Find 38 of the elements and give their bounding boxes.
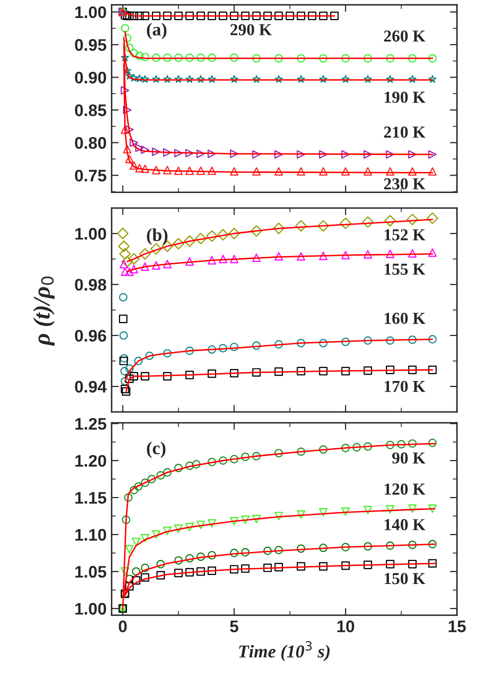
series-label: 90 K [392, 452, 426, 464]
y-tick-label: 1.00 [75, 228, 106, 240]
y-tick-label: 1.05 [75, 566, 106, 578]
y-tick-label: 1.10 [75, 528, 106, 541]
y-axis-title: ρ (t)/ρ$_{0}$ [33, 276, 55, 346]
series-label: 170 K [384, 380, 426, 392]
x-tick-label: 15 [448, 620, 466, 632]
series-label: 152 K [384, 229, 426, 240]
annotation: (c) [146, 442, 166, 458]
x-tick-label: 5 [230, 620, 238, 632]
y-tick-label: 1.15 [75, 492, 106, 504]
y-tick-label: 0.80 [74, 137, 106, 149]
series-label: 290 K [230, 24, 272, 36]
y-tick-label: 1.20 [75, 454, 106, 467]
annotation: (b) [146, 228, 168, 245]
y-tick-label: 0.85 [74, 104, 106, 116]
x-tick-label: 10 [337, 620, 354, 632]
series-label: 160 K [384, 312, 426, 324]
y-tick-label: 1.00 [75, 6, 106, 18]
x-tick-label: 0 [118, 620, 127, 632]
series-label: 230 K [384, 178, 426, 190]
y-tick-label: 0.96 [74, 330, 106, 342]
series-label: 120 K [384, 484, 426, 495]
y-tick-label: 0.98 [74, 278, 106, 291]
series-label: 150 K [384, 572, 426, 584]
y-tick-label: 1.25 [75, 418, 106, 430]
series-label: 210 K [384, 126, 426, 138]
y-tick-label: 0.94 [74, 380, 107, 393]
annotation: (a) [146, 22, 166, 40]
series-label: 190 K [384, 92, 426, 103]
series-label: 260 K [384, 30, 426, 42]
y-tick-label: 0.95 [74, 39, 106, 51]
series-label: 155 K [384, 264, 426, 275]
series-label: 140 K [384, 519, 426, 530]
y-tick-label: 1.00 [75, 602, 106, 615]
y-tick-label: 0.75 [74, 170, 106, 182]
y-tick-label: 0.90 [74, 72, 106, 84]
x-axis-title: Time (10$^{3}$ s) [239, 641, 330, 662]
